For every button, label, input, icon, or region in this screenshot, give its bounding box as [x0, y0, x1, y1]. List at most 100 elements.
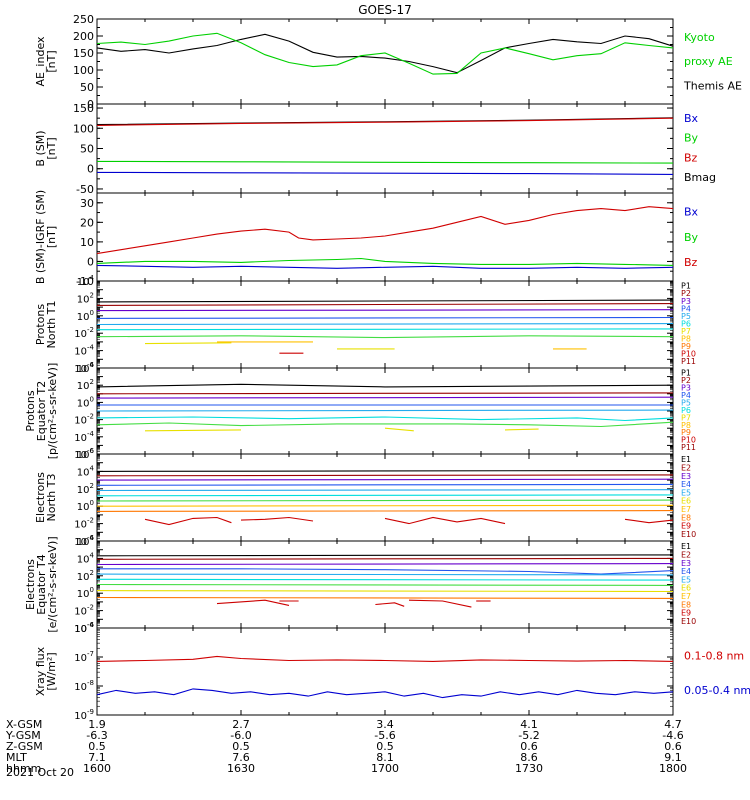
y-tick-label: 10-4	[74, 344, 94, 358]
bottom-tick-label: 0.6	[520, 740, 538, 753]
series-line-e10	[384, 516, 506, 525]
series-line-0-1-0-8-nm	[96, 655, 674, 662]
legend-entry: P5	[681, 312, 691, 321]
legend-entry: P10	[681, 350, 696, 359]
y-tick-label: 102	[77, 569, 94, 583]
legend-entry: P8	[681, 421, 691, 430]
legend-entry: Bmag	[684, 171, 716, 184]
y-tick-label: 30	[80, 197, 94, 210]
bottom-row-label: MLT	[6, 751, 27, 764]
series-line-e7	[96, 499, 674, 502]
y-axis-label: [nT]	[45, 226, 58, 248]
legend-entry: P2	[681, 289, 691, 298]
legend-entry: 0.1-0.8 nm	[684, 649, 744, 662]
y-axis-label: [e/(cm²-s-sr-keV)]	[46, 536, 59, 632]
y-tick-label: 50	[80, 143, 94, 156]
series-line-p2	[96, 392, 674, 395]
bottom-row-label: Y-GSM	[5, 729, 41, 742]
series-line-e7	[96, 583, 674, 586]
panel-frame	[96, 18, 674, 105]
y-axis-label: North T3	[45, 474, 58, 522]
series-line-e6	[96, 494, 674, 497]
y-axis-label: North T1	[45, 301, 58, 349]
y-tick-label: 10-2	[74, 604, 94, 618]
panel-ae: 0 50 100 150 200 250 AE_index[nT] Kyoto proxy AE…	[34, 13, 742, 111]
y-tick-label: 100	[77, 586, 94, 600]
series-line-0-05-0-4-nm	[96, 688, 674, 699]
legend-entry: E3	[681, 472, 691, 481]
legend-entry: P7	[681, 327, 691, 336]
series-line-bmag	[96, 117, 674, 126]
y-tick-label: 102	[77, 291, 94, 305]
series-line-e3	[96, 478, 674, 481]
bottom-tick-label: 0.5	[232, 740, 250, 753]
legend-entry: E5	[681, 575, 691, 584]
series-line-p6	[96, 328, 674, 331]
bottom-row-label: X-GSM	[6, 718, 42, 731]
bottom-tick-label: 1.9	[88, 718, 106, 731]
legend-entry: E10	[681, 530, 696, 539]
series-line-p7	[96, 335, 674, 339]
panel-bigrf: -10 0 10 20 30 B (SM)-IGRF (SM)[nT] Bx By Bz	[34, 190, 699, 288]
bottom-tick-label: -4.6	[662, 729, 683, 742]
series-line-e2	[96, 557, 674, 560]
bottom-tick-label: 1800	[659, 762, 687, 775]
legend-entry: E7	[681, 505, 691, 514]
legend-entry: proxy AE	[684, 55, 733, 68]
series-line-bx	[96, 264, 674, 269]
legend-entry: E10	[681, 617, 696, 626]
series-line-e2	[96, 474, 674, 477]
series-line-e3	[96, 563, 674, 566]
bottom-tick-label: 1600	[83, 762, 111, 775]
legend-entry: P3	[681, 384, 691, 393]
legend-entry: Bx	[684, 112, 699, 125]
bottom-tick-label: 4.1	[520, 718, 538, 731]
series-line-p8	[144, 429, 242, 432]
legend-entry: E4	[681, 567, 691, 576]
legend-entry: E8	[681, 513, 691, 522]
y-tick-label: 104	[77, 551, 95, 565]
y-axis-label: [nT]	[45, 50, 58, 72]
series-line-e8	[96, 504, 674, 507]
series-line-p8	[144, 342, 232, 345]
series-line-kyoto-proxy-ae	[96, 32, 674, 75]
bottom-tick-label: -6.3	[86, 729, 107, 742]
legend-entry: E1	[681, 542, 691, 551]
series-line-e1	[96, 469, 674, 472]
y-axis-label: Electrons	[34, 472, 47, 523]
legend-entry: E3	[681, 559, 691, 568]
y-tick-label: 10-2	[74, 326, 94, 340]
series-line-bz	[96, 206, 674, 255]
y-tick-label: 20	[80, 216, 94, 229]
y-tick-label: 10-2	[74, 413, 94, 427]
date-label: 2021 Oct 20	[6, 766, 74, 779]
legend-entry: Bx	[684, 206, 699, 219]
bottom-tick-label: 8.6	[520, 751, 538, 764]
series-line-p8	[504, 428, 539, 431]
series-line-e5	[96, 573, 674, 576]
bottom-tick-label: -6.0	[230, 729, 251, 742]
series-line-e9	[96, 510, 674, 512]
legend-entry: P6	[681, 406, 691, 415]
y-tick-label: 10-7	[74, 650, 94, 664]
y-tick-label: 150	[73, 47, 94, 60]
y-tick-label: 102	[77, 482, 94, 496]
y-axis-label: Electrons	[24, 559, 37, 610]
y-tick-label: 104	[77, 361, 95, 375]
legend-entry: Themis AE	[683, 79, 742, 92]
figure-title: GOES-17	[358, 3, 412, 17]
legend-entry: By	[684, 132, 699, 145]
legend-entry: E2	[681, 551, 691, 560]
legend-entry: P11	[681, 443, 696, 452]
y-tick-label: 10-2	[74, 517, 94, 531]
panel-frame	[96, 453, 674, 542]
y-tick-label: 10-4	[74, 430, 94, 444]
series-line-e5	[96, 489, 674, 492]
y-tick-label: 50	[80, 81, 94, 94]
series-line-e10	[240, 516, 314, 522]
y-axis-label: [W/m²]	[45, 652, 58, 690]
y-tick-label: 200	[73, 30, 94, 43]
